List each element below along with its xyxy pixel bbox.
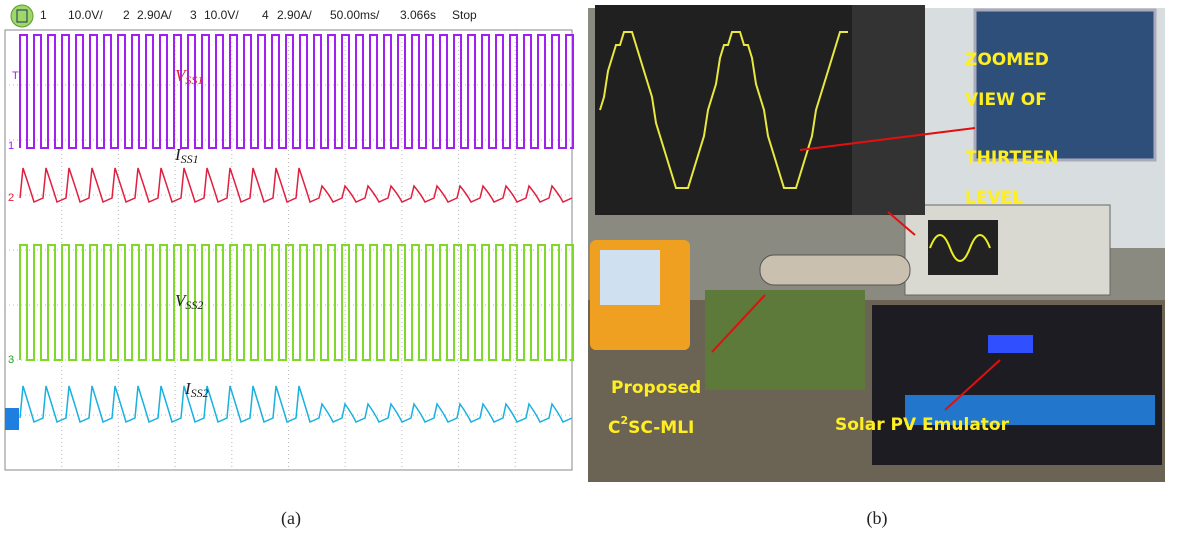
zoom-label: VIEW OF (965, 90, 1047, 110)
arrow (799, 127, 976, 151)
converter-label: Proposed (611, 378, 701, 398)
trace-label: ISS2 (184, 379, 209, 400)
trace-label: VSS2 (175, 291, 203, 312)
ch3-marker: 3 (8, 354, 14, 366)
header-item: 3 (190, 8, 197, 22)
header-item: 10.0V/ (204, 8, 239, 22)
arrow (944, 359, 1001, 411)
converter-board (705, 290, 865, 390)
square-wave (19, 244, 574, 361)
trace-label: ISS1 (174, 145, 199, 166)
waveforms (19, 34, 574, 424)
caption: (b) (867, 508, 888, 529)
scope-display (928, 220, 998, 275)
square-wave (19, 34, 574, 149)
arrow (711, 294, 766, 353)
analyzer-screen (600, 250, 660, 305)
zoom-menu (852, 5, 925, 215)
trace-label: VSS1 (175, 66, 203, 87)
notice-board (973, 8, 1157, 162)
pv-emulator (872, 305, 1162, 465)
trigger-marker: T (12, 70, 19, 82)
header-item: 1 (40, 8, 47, 22)
header-item: 2 (123, 8, 130, 22)
menu-icon (10, 4, 34, 28)
caption: (a) (281, 508, 301, 529)
header-item: 10.0V/ (68, 8, 103, 22)
ch1-marker: 1 (8, 140, 14, 152)
emulator-terminals (905, 395, 1155, 425)
zoom-label: LEVEL (965, 188, 1023, 208)
header-item: 3.066s (400, 8, 436, 22)
zoom-label: THIRTEEN (965, 148, 1059, 168)
zoom-label: ZOOMED (965, 50, 1049, 70)
resistor (759, 254, 911, 286)
ch2-marker: 2 (8, 192, 14, 204)
scope-trace (929, 234, 991, 262)
header-item: 2.90A/ (277, 8, 312, 22)
emulator-label: Solar PV Emulator (835, 415, 1010, 435)
current-wave (19, 385, 573, 424)
header-item: 50.00ms/ (330, 8, 380, 22)
header-item: Stop (452, 8, 477, 22)
converter-label: C2SC-MLI (608, 414, 694, 438)
header-item: 2.90A/ (137, 8, 172, 22)
emulator-display (988, 335, 1033, 353)
arrow (887, 211, 916, 236)
current-wave (19, 167, 573, 204)
menu-glyph (16, 9, 28, 23)
header-item: 4 (262, 8, 269, 22)
staircase-wave (599, 31, 848, 189)
ch4-marker (5, 408, 19, 430)
scope-header: 1 10.0V/2 2.90A/3 10.0V/4 2.90A/50.00ms/3.06… (40, 8, 477, 22)
